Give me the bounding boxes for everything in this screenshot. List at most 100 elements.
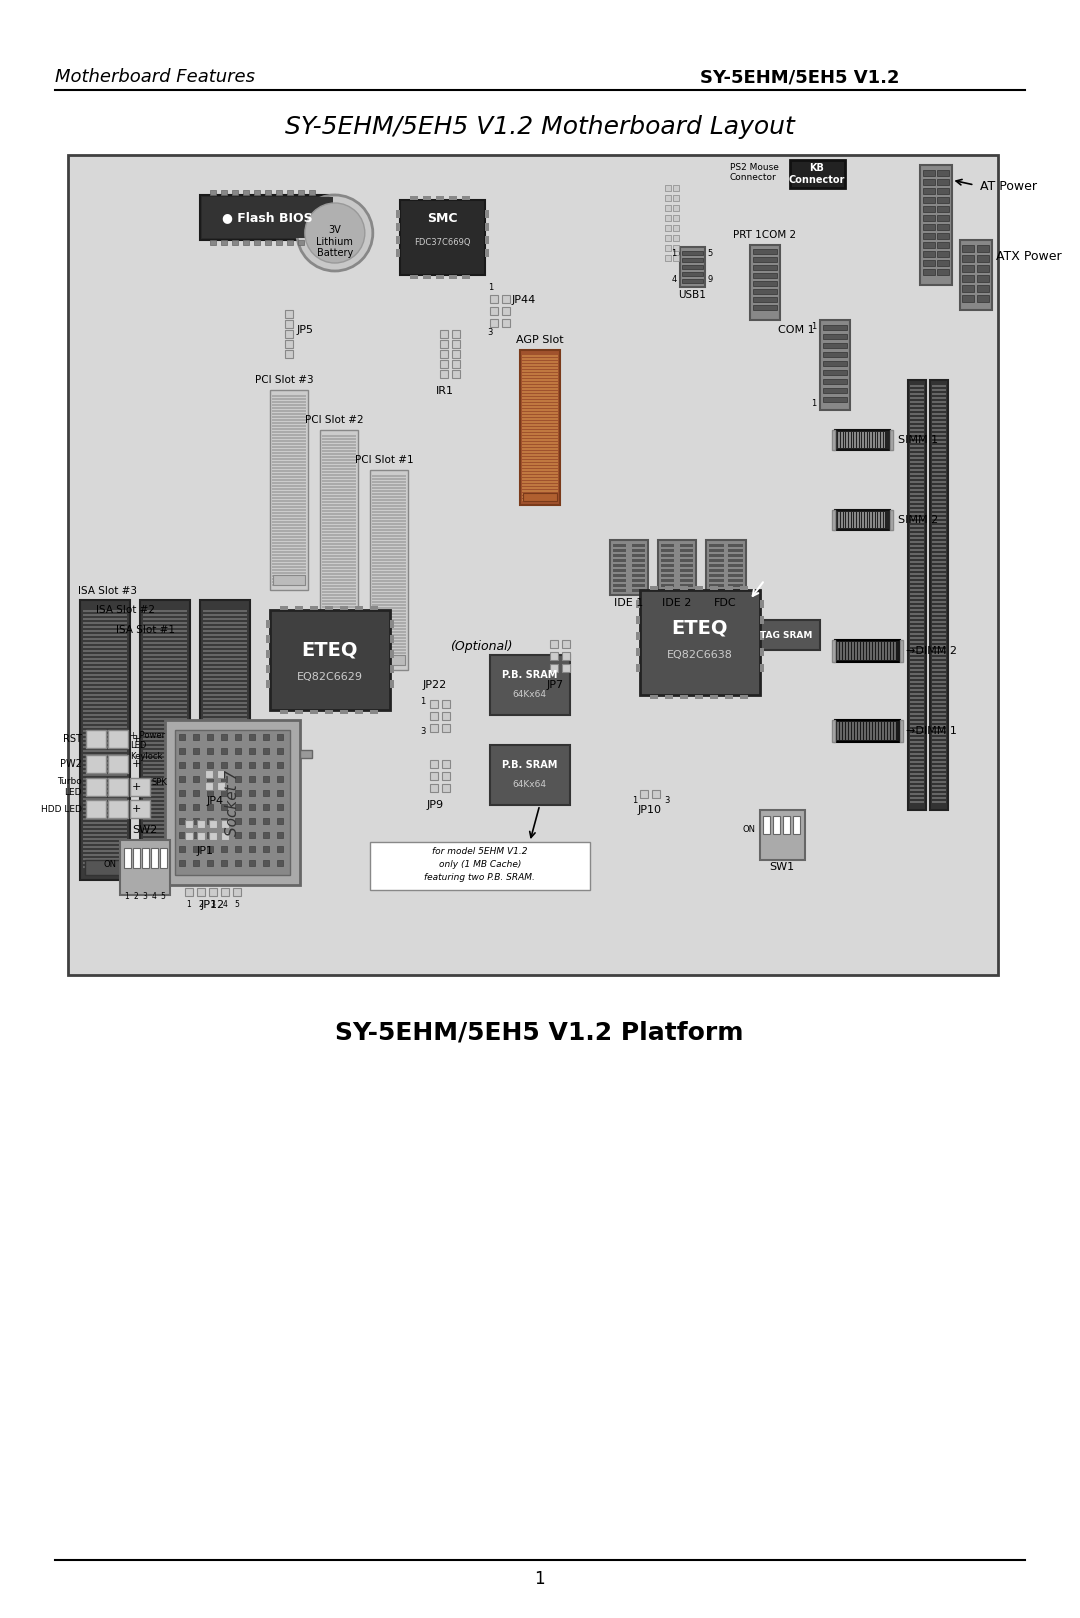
Bar [262, 804, 269, 811]
Bar [83, 762, 127, 764]
Bar [143, 662, 187, 663]
Bar [143, 654, 187, 655]
Bar [83, 634, 127, 636]
Bar [451, 340, 460, 348]
Bar [83, 838, 127, 840]
Bar [83, 798, 127, 799]
Bar [143, 678, 187, 680]
Bar [562, 663, 570, 671]
Bar [203, 697, 247, 701]
Text: FDC: FDC [714, 599, 737, 608]
Bar [83, 822, 127, 824]
Bar [430, 701, 437, 709]
Bar [143, 650, 187, 652]
Bar [203, 786, 247, 788]
Bar [664, 196, 671, 201]
Bar [932, 625, 946, 628]
Bar [740, 586, 747, 591]
Bar [728, 589, 743, 592]
Bar [932, 532, 946, 536]
Bar [759, 616, 764, 625]
Bar [179, 846, 185, 853]
Bar [203, 830, 247, 832]
Bar [909, 521, 923, 523]
Bar [679, 549, 692, 552]
Bar [976, 294, 988, 303]
Bar [632, 558, 645, 561]
Text: EQ82C6629: EQ82C6629 [297, 671, 363, 683]
Bar [932, 765, 946, 767]
Bar [143, 702, 187, 704]
Bar [265, 239, 271, 244]
Bar [909, 629, 923, 631]
Bar [932, 616, 946, 620]
Text: +: + [132, 804, 141, 814]
Bar [673, 215, 678, 222]
Bar [203, 634, 247, 636]
Bar [143, 634, 187, 636]
Bar [636, 633, 639, 641]
Bar [562, 652, 570, 660]
Bar [185, 820, 193, 828]
Bar [430, 760, 437, 769]
Bar [160, 848, 167, 867]
Bar [550, 641, 557, 647]
Bar [909, 461, 923, 463]
Bar [203, 659, 247, 660]
Bar [909, 573, 923, 574]
Bar [909, 597, 923, 599]
Bar [909, 633, 923, 634]
Bar [932, 521, 946, 523]
Bar [909, 600, 923, 604]
Bar [143, 770, 187, 772]
Bar [909, 662, 923, 663]
Bar [976, 256, 988, 262]
Text: JP10: JP10 [637, 806, 662, 815]
Bar [175, 730, 289, 875]
Bar [890, 430, 892, 450]
Bar [395, 210, 400, 218]
Bar [203, 722, 247, 723]
Bar [793, 815, 799, 833]
Bar [909, 417, 923, 419]
Bar [193, 861, 199, 866]
Bar [83, 830, 127, 832]
Bar [203, 702, 247, 704]
Bar [909, 434, 923, 435]
Bar [961, 294, 973, 303]
Bar [143, 670, 187, 671]
Bar [909, 529, 923, 531]
Bar [143, 854, 187, 856]
Bar [323, 615, 355, 625]
Bar [632, 574, 645, 578]
Bar [907, 380, 926, 811]
Bar [909, 510, 923, 511]
Bar [909, 757, 923, 759]
Bar [203, 803, 247, 804]
Bar [143, 659, 187, 660]
Bar [909, 705, 923, 707]
Bar [203, 686, 247, 688]
Bar [909, 801, 923, 803]
Bar [936, 269, 948, 275]
Bar [83, 683, 127, 684]
Bar [661, 565, 674, 566]
Bar [661, 584, 674, 587]
Text: 2: 2 [134, 892, 138, 901]
Bar [440, 349, 448, 358]
Bar [83, 637, 127, 641]
Bar [203, 613, 247, 616]
Bar [83, 726, 127, 728]
Bar [909, 413, 923, 414]
Bar [909, 741, 923, 743]
Bar [83, 757, 127, 760]
Bar [725, 586, 732, 591]
Bar [932, 450, 946, 451]
Bar [681, 257, 703, 262]
Bar [430, 712, 437, 720]
Bar [254, 239, 260, 244]
Bar [200, 600, 249, 880]
Bar [909, 540, 923, 544]
Text: EQ82C6638: EQ82C6638 [666, 650, 732, 660]
Bar [203, 710, 247, 712]
